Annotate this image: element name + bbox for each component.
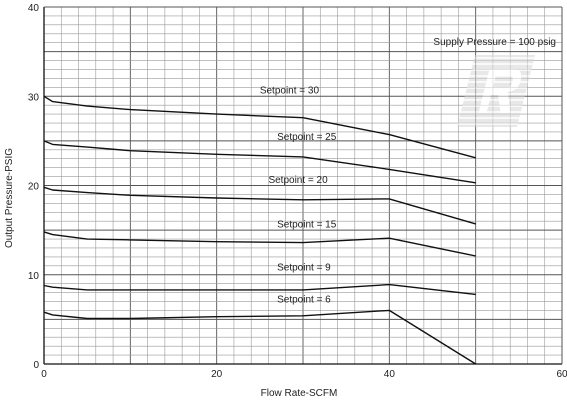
logo-watermark [457,55,535,127]
x-tick-label: 60 [556,369,567,380]
x-tick-label: 0 [41,369,47,380]
series-line-2 [43,186,476,225]
logo-mark [457,55,535,127]
series-group: Setpoint = 30 Setpoint = 25 Setpoint = 20 S… [43,86,477,365]
series-label-2: Setpoint = 20 [268,175,328,186]
series-line-4 [43,283,476,296]
series-line-5 [43,309,477,365]
series-label-1: Setpoint = 25 [277,132,337,143]
y-tick-label: 40 [28,3,40,14]
series-line-0 [43,95,476,159]
x-tick-label: 20 [211,369,223,380]
y-tick-label: 30 [28,92,40,103]
axes: 0 20 40 60 0 10 20 30 40 [28,3,567,380]
y-tick-label: 20 [28,182,40,193]
series-line-1 [43,140,476,184]
logo-letter [478,69,522,113]
series-label-0: Setpoint = 30 [260,86,320,97]
series-line-3 [43,231,476,257]
x-axis-title: Flow Rate-SCFM [261,388,338,399]
y-tick-label: 10 [28,271,40,282]
y-tick-label: 0 [33,360,39,371]
x-tick-label: 40 [384,369,396,380]
y-axis-title: Output Pressure-PSIG [4,148,15,248]
series-label-4: Setpoint = 9 [277,262,331,273]
supply-pressure-annotation: Supply Pressure = 100 psig [433,37,556,48]
series-label-5: Setpoint = 6 [277,294,331,305]
series-label-3: Setpoint = 15 [277,219,337,230]
